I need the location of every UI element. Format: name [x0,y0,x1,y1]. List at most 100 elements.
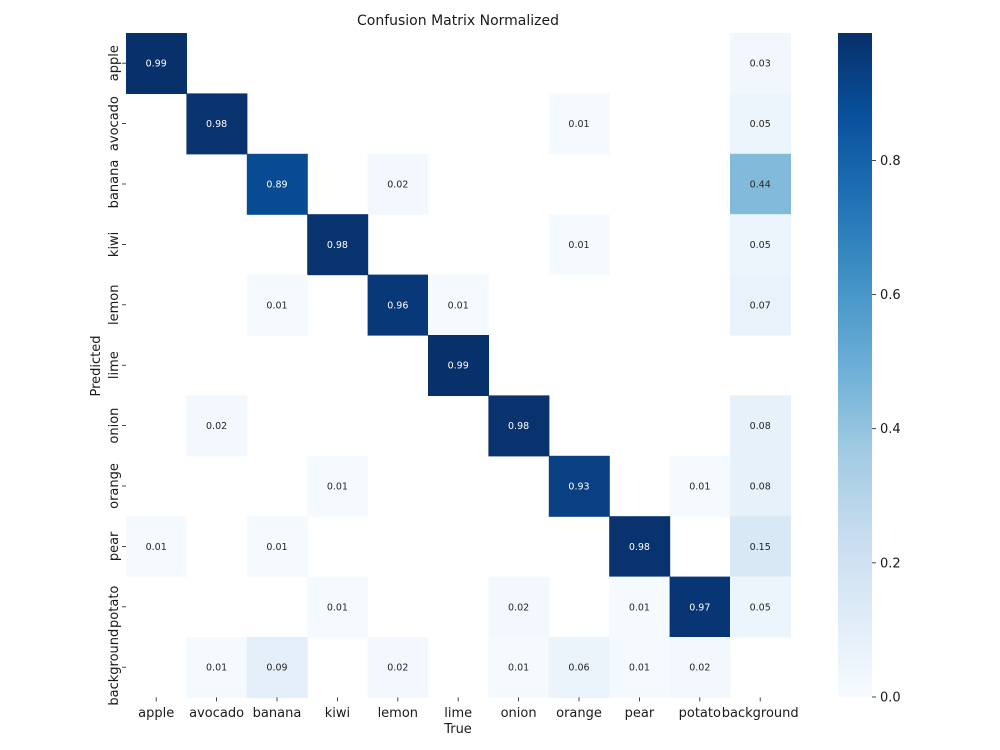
heatmap-cell [609,637,671,698]
heatmap-cell [548,214,610,276]
cell-value-label: 0.01 [629,602,650,613]
heatmap-cell [730,214,791,276]
heatmap-cell [186,93,248,155]
cell-value-label: 0.02 [387,180,408,191]
cell-value-label: 0.06 [568,663,589,674]
cell-value-label: 0.01 [266,542,287,553]
heatmap-cell [367,637,429,698]
cell-value-label: 0.01 [689,482,710,493]
cell-value-label: 0.02 [387,663,408,674]
y-axis-ticks: apple avocado banana kiwi lemon lime onion oran… [107,45,126,706]
cell-value-label: 0.01 [206,663,227,674]
heatmap-cell [307,214,369,276]
heatmap-cell [367,274,429,336]
cell-value-label: 0.98 [206,119,227,130]
colorbar-ticks: 0.0 0.2 0.4 0.6 0.8 [872,154,901,706]
cell-value-label: 0.09 [266,663,287,674]
heatmap-cell [246,153,308,215]
cell-value-label: 0.97 [689,602,710,613]
x-tick-label: lime [444,706,472,721]
heatmap-cell [730,516,791,578]
y-tick-label: potato [107,586,122,628]
cell-value-label: 0.01 [508,663,529,674]
y-tick-label: background [107,629,122,706]
chart-title: Confusion Matrix Normalized [357,13,559,29]
heatmap-cells: 0.99 0.03 0.98 0.01 0.05 0.89 0.02 0.44 0.98 0.01… [126,33,791,698]
cell-value-label: 0.05 [750,602,771,613]
heatmap-cell [428,274,489,336]
cell-value-label: 0.15 [750,542,771,553]
cell-value-label: 0.02 [206,421,227,432]
heatmap-cell [730,576,791,638]
heatmap-cell [428,335,489,396]
y-tick-label: apple [107,45,122,81]
heatmap-cell [548,637,610,698]
cell-value-label: 0.01 [629,663,650,674]
cell-value-label: 0.98 [508,421,529,432]
y-tick-label: banana [107,160,122,209]
cell-value-label: 0.01 [266,300,287,311]
heatmap-cell [307,576,369,638]
cell-value-label: 0.07 [750,300,771,311]
x-axis-label: True [443,722,472,737]
x-tick-label: orange [556,706,602,721]
cell-value-label: 0.89 [266,180,287,191]
heatmap-cell [307,455,369,517]
cell-value-label: 0.98 [327,240,348,251]
cell-value-label: 0.01 [327,602,348,613]
colorbar-tick-label: 0.4 [880,422,901,437]
heatmap-cell [246,637,308,698]
y-tick-label: lemon [107,285,122,325]
cell-value-label: 0.98 [629,542,650,553]
x-tick-label: lemon [378,706,418,721]
x-tick-label: onion [501,706,537,721]
heatmap-cell [186,395,248,457]
cell-value-label: 0.05 [750,119,771,130]
colorbar [838,33,872,697]
heatmap-cell [186,637,248,698]
heatmap-cell [609,576,671,638]
x-tick-label: potato [679,706,721,721]
x-tick-label: pear [625,706,655,721]
heatmap-cell [488,395,550,457]
heatmap-cell [669,576,731,638]
heatmap-cell [730,153,791,215]
y-tick-label: kiwi [107,232,122,257]
heatmap-cell [548,455,610,517]
y-tick-label: pear [107,531,122,561]
colorbar-tick-label: 0.6 [880,288,901,303]
cell-value-label: 0.93 [568,482,589,493]
heatmap-cell [730,93,791,155]
colorbar-tick-label: 0.8 [880,154,901,169]
y-axis-label: Predicted [89,335,104,396]
x-axis-ticks: apple avocado banana kiwi lemon lime onion oran… [138,697,799,721]
heatmap-cell [730,395,791,457]
x-tick-label: banana [253,706,302,721]
colorbar-tick-label: 0.2 [880,556,901,571]
y-tick-label: orange [107,463,122,509]
cell-value-label: 0.44 [750,180,771,191]
x-tick-label: apple [138,706,174,721]
heatmap-cell [488,576,550,638]
y-tick-label: onion [107,408,122,444]
heatmap-cell [730,33,791,94]
cell-value-label: 0.96 [387,300,408,311]
y-tick-label: avocado [107,96,122,151]
cell-value-label: 0.99 [146,59,167,70]
cell-value-label: 0.99 [448,361,469,372]
cell-value-label: 0.08 [750,482,771,493]
cell-value-label: 0.01 [568,119,589,130]
heatmap-cell [126,516,187,578]
heatmap-cell [246,274,308,336]
heatmap-cell [367,153,429,215]
cell-value-label: 0.01 [146,542,167,553]
x-tick-label: avocado [189,706,244,721]
heatmap-cell [246,516,308,578]
cell-value-label: 0.01 [448,300,469,311]
heatmap-cell [730,455,791,517]
cell-value-label: 0.01 [327,482,348,493]
y-tick-label: lime [107,351,122,379]
heatmap-cell [548,93,610,155]
heatmap-cell [669,455,731,517]
